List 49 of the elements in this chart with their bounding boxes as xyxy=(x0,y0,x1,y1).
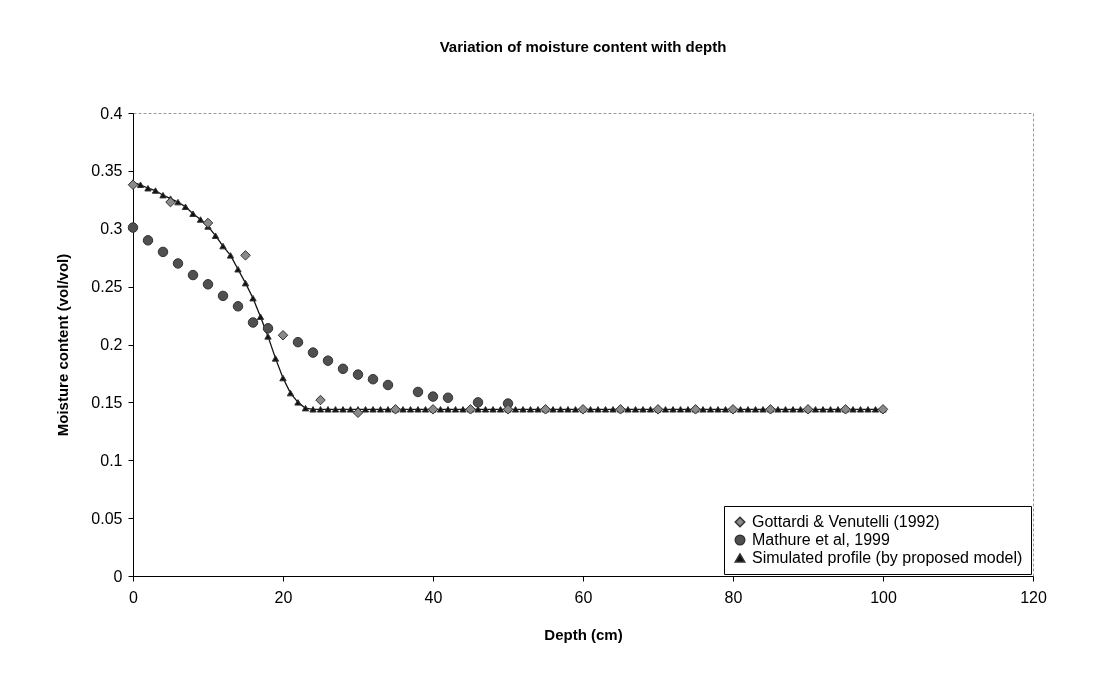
point xyxy=(142,235,154,246)
x-tick-label: 120 xyxy=(1020,588,1047,606)
y-tick-label: 0.4 xyxy=(100,104,123,122)
point xyxy=(382,379,394,391)
y-tick-label: 0.35 xyxy=(91,162,123,180)
point xyxy=(352,407,364,419)
y-axis-title: Moisture content (vol/vol) xyxy=(54,253,72,437)
point xyxy=(442,392,454,403)
y-tick-label: 0.1 xyxy=(100,451,123,469)
y-tick-label: 0.2 xyxy=(100,336,123,353)
point xyxy=(247,317,259,328)
point xyxy=(315,394,326,406)
legend-label: Mathure et al, 1999 xyxy=(752,531,890,548)
y-tick-label: 0 xyxy=(113,567,123,585)
x-tick-label: 100 xyxy=(870,588,897,606)
point xyxy=(367,373,379,385)
point xyxy=(172,258,184,269)
point xyxy=(337,363,349,375)
x-tick-label: 40 xyxy=(424,588,443,606)
y-tick-label: 0.3 xyxy=(100,220,123,238)
point xyxy=(240,250,251,261)
point xyxy=(307,347,319,358)
legend-label: Gottardi & Venutelli (1992) xyxy=(752,513,940,530)
point xyxy=(217,290,229,302)
point xyxy=(157,246,169,258)
x-tick-label: 0 xyxy=(129,588,139,606)
x-tick-label: 20 xyxy=(274,588,293,606)
point xyxy=(127,222,139,233)
point xyxy=(277,330,289,341)
point xyxy=(187,269,199,281)
point xyxy=(427,391,439,402)
point xyxy=(232,301,244,312)
y-tick-label: 0.05 xyxy=(91,509,123,527)
point xyxy=(202,279,214,290)
point xyxy=(472,397,484,408)
x-tick-label: 80 xyxy=(724,588,743,606)
point xyxy=(202,217,214,229)
y-tick-label: 0.15 xyxy=(91,393,123,411)
point xyxy=(262,323,274,334)
y-tick-label: 0.25 xyxy=(91,278,123,296)
x-tick-label: 60 xyxy=(574,588,593,606)
point xyxy=(352,369,364,380)
point xyxy=(165,196,176,208)
legend-label: Simulated profile (by proposed model) xyxy=(752,549,1023,566)
point xyxy=(412,386,424,398)
x-axis-title: Depth (cm) xyxy=(544,625,623,643)
point xyxy=(322,355,334,366)
chart-title: Variation of moisture content with depth xyxy=(439,38,727,55)
point xyxy=(292,336,304,348)
